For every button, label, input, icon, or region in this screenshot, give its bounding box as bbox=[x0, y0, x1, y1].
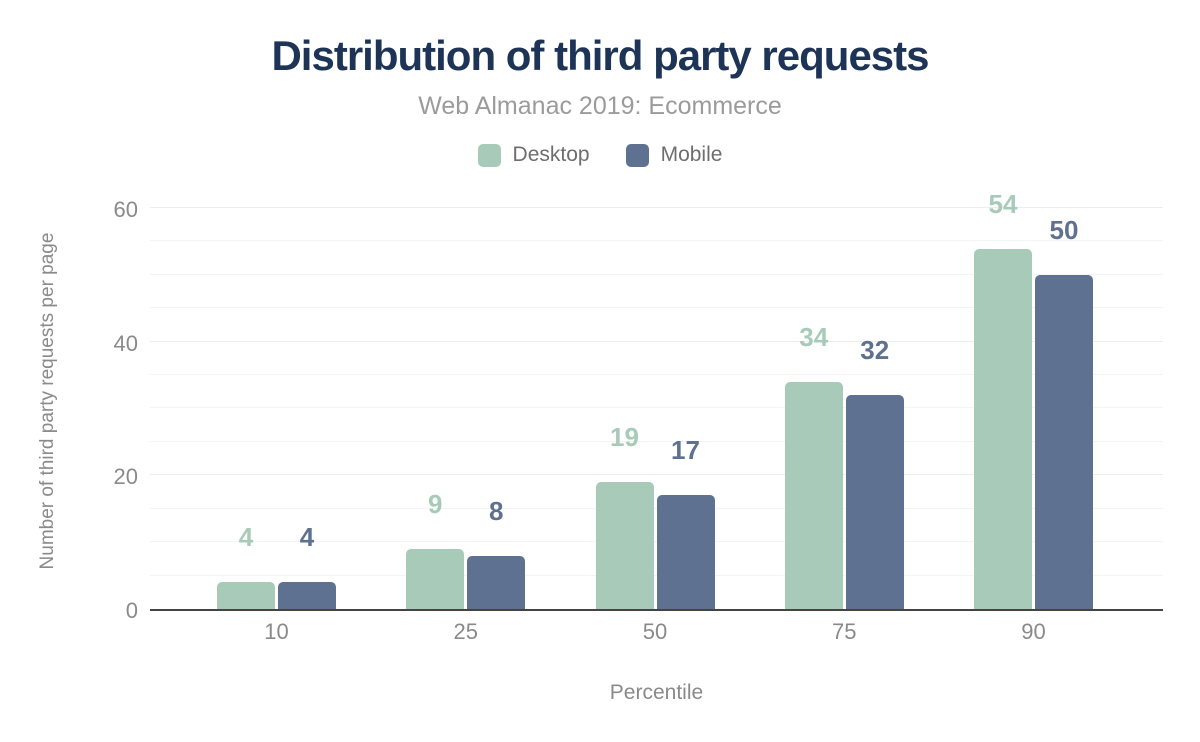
y-tick-label: 60 bbox=[113, 196, 138, 222]
bar-value-label: 32 bbox=[860, 335, 890, 366]
bar-value-label: 4 bbox=[238, 522, 254, 553]
bar-desktop: 34 bbox=[784, 191, 843, 610]
bar-rect bbox=[467, 555, 526, 610]
x-tick-label: 25 bbox=[453, 619, 478, 645]
bar-value-label: 54 bbox=[988, 189, 1018, 220]
bar-rect bbox=[845, 395, 904, 610]
bar-group: 4 4 10 bbox=[217, 191, 336, 643]
bar-desktop: 54 bbox=[974, 189, 1032, 610]
bar-chart: Number of third party requests per page … bbox=[0, 189, 1163, 643]
bar-rect bbox=[974, 249, 1032, 610]
bar-rect bbox=[656, 495, 715, 610]
legend-label: Desktop bbox=[512, 143, 590, 167]
plot-area: 4 4 10 9 8 25 19 17 50 34 32 75 54 50 90 bbox=[150, 189, 1163, 643]
x-tick-label: 90 bbox=[1021, 619, 1046, 645]
bar-group: 9 8 25 bbox=[406, 191, 526, 643]
chart-title: Distribution of third party requests bbox=[271, 32, 929, 79]
bar-desktop: 19 bbox=[595, 191, 654, 610]
y-axis: Number of third party requests per page … bbox=[0, 191, 150, 621]
y-tick-label: 20 bbox=[113, 464, 138, 490]
bar-desktop: 9 bbox=[406, 191, 465, 610]
bar-value-label: 34 bbox=[799, 321, 829, 352]
y-tick-label: 0 bbox=[125, 598, 138, 624]
y-tick-label: 40 bbox=[113, 330, 138, 356]
legend-label: Mobile bbox=[660, 143, 723, 167]
x-tick-label: 50 bbox=[642, 619, 668, 645]
bar-desktop: 4 bbox=[217, 191, 275, 610]
x-tick-label: 75 bbox=[832, 619, 857, 645]
bar-group: 19 17 50 bbox=[595, 191, 715, 643]
bar-value-label: 9 bbox=[428, 488, 443, 519]
bar-rect bbox=[595, 482, 654, 610]
bar-group: 34 32 75 bbox=[784, 191, 904, 643]
y-axis-title: Number of third party requests per page bbox=[37, 232, 58, 570]
bar-value-label: 19 bbox=[610, 422, 639, 453]
bar-value-label: 4 bbox=[299, 522, 315, 553]
bar-value-label: 17 bbox=[671, 435, 700, 466]
x-axis-title: Percentile bbox=[609, 681, 704, 705]
bar-mobile: 17 bbox=[656, 191, 715, 610]
chart-subtitle: Web Almanac 2019: Ecommerce bbox=[418, 92, 782, 121]
bar-rect bbox=[784, 381, 843, 610]
bar-mobile: 50 bbox=[1035, 191, 1093, 610]
bar-rect bbox=[1035, 274, 1093, 610]
bar-group: 54 50 90 bbox=[974, 189, 1093, 643]
bar-value-label: 8 bbox=[489, 495, 504, 526]
x-tick-label: 10 bbox=[264, 619, 289, 645]
bar-mobile: 4 bbox=[278, 191, 336, 610]
bar-value-label: 50 bbox=[1049, 214, 1079, 245]
legend: Desktop Mobile bbox=[0, 143, 1200, 167]
legend-item-desktop: Desktop bbox=[477, 143, 590, 167]
legend-item-mobile: Mobile bbox=[625, 143, 723, 167]
bar-rect bbox=[217, 582, 275, 610]
bar-rect bbox=[278, 582, 336, 610]
bar-mobile: 32 bbox=[845, 191, 904, 610]
bar-mobile: 8 bbox=[467, 191, 526, 610]
bar-rect bbox=[406, 548, 465, 610]
legend-swatch-icon bbox=[477, 143, 501, 167]
legend-swatch-icon bbox=[625, 143, 649, 167]
